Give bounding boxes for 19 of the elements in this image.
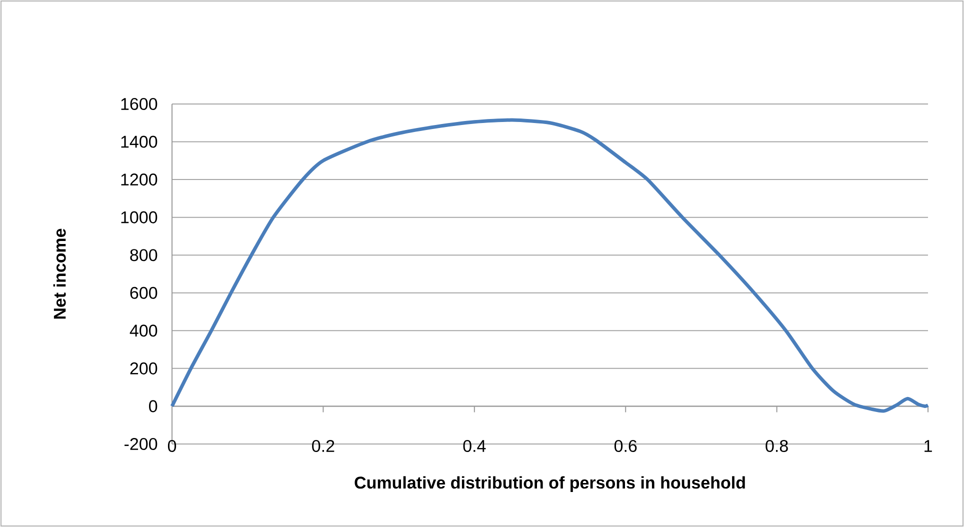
y-tick-label: 1600 [121, 98, 158, 110]
y-tick-label: 600 [130, 286, 158, 299]
x-tick-label: 0 [168, 440, 176, 452]
y-tick-label: 1000 [121, 211, 158, 224]
x-tick-label: 1 [924, 440, 932, 452]
y-tick-label: 800 [130, 249, 158, 262]
x-tick-label: 0.6 [614, 440, 637, 452]
line-series [170, 118, 930, 413]
y-tick-label: 1400 [121, 136, 158, 148]
y-tick-label: -200 [124, 438, 158, 450]
x-tick-label: 0.8 [766, 440, 788, 452]
y-tick-label: 1200 [121, 174, 158, 186]
x-tick-label: 0.4 [463, 440, 486, 452]
y-axis-title: Net income [53, 228, 66, 319]
y-tick-label: 400 [130, 324, 158, 337]
y-tick-label: 200 [130, 362, 158, 374]
x-tick-label: 0.2 [312, 440, 334, 452]
x-axis-title: Cumulative distribution of persons in household [354, 476, 745, 492]
y-tick-label: 0 [149, 400, 158, 412]
